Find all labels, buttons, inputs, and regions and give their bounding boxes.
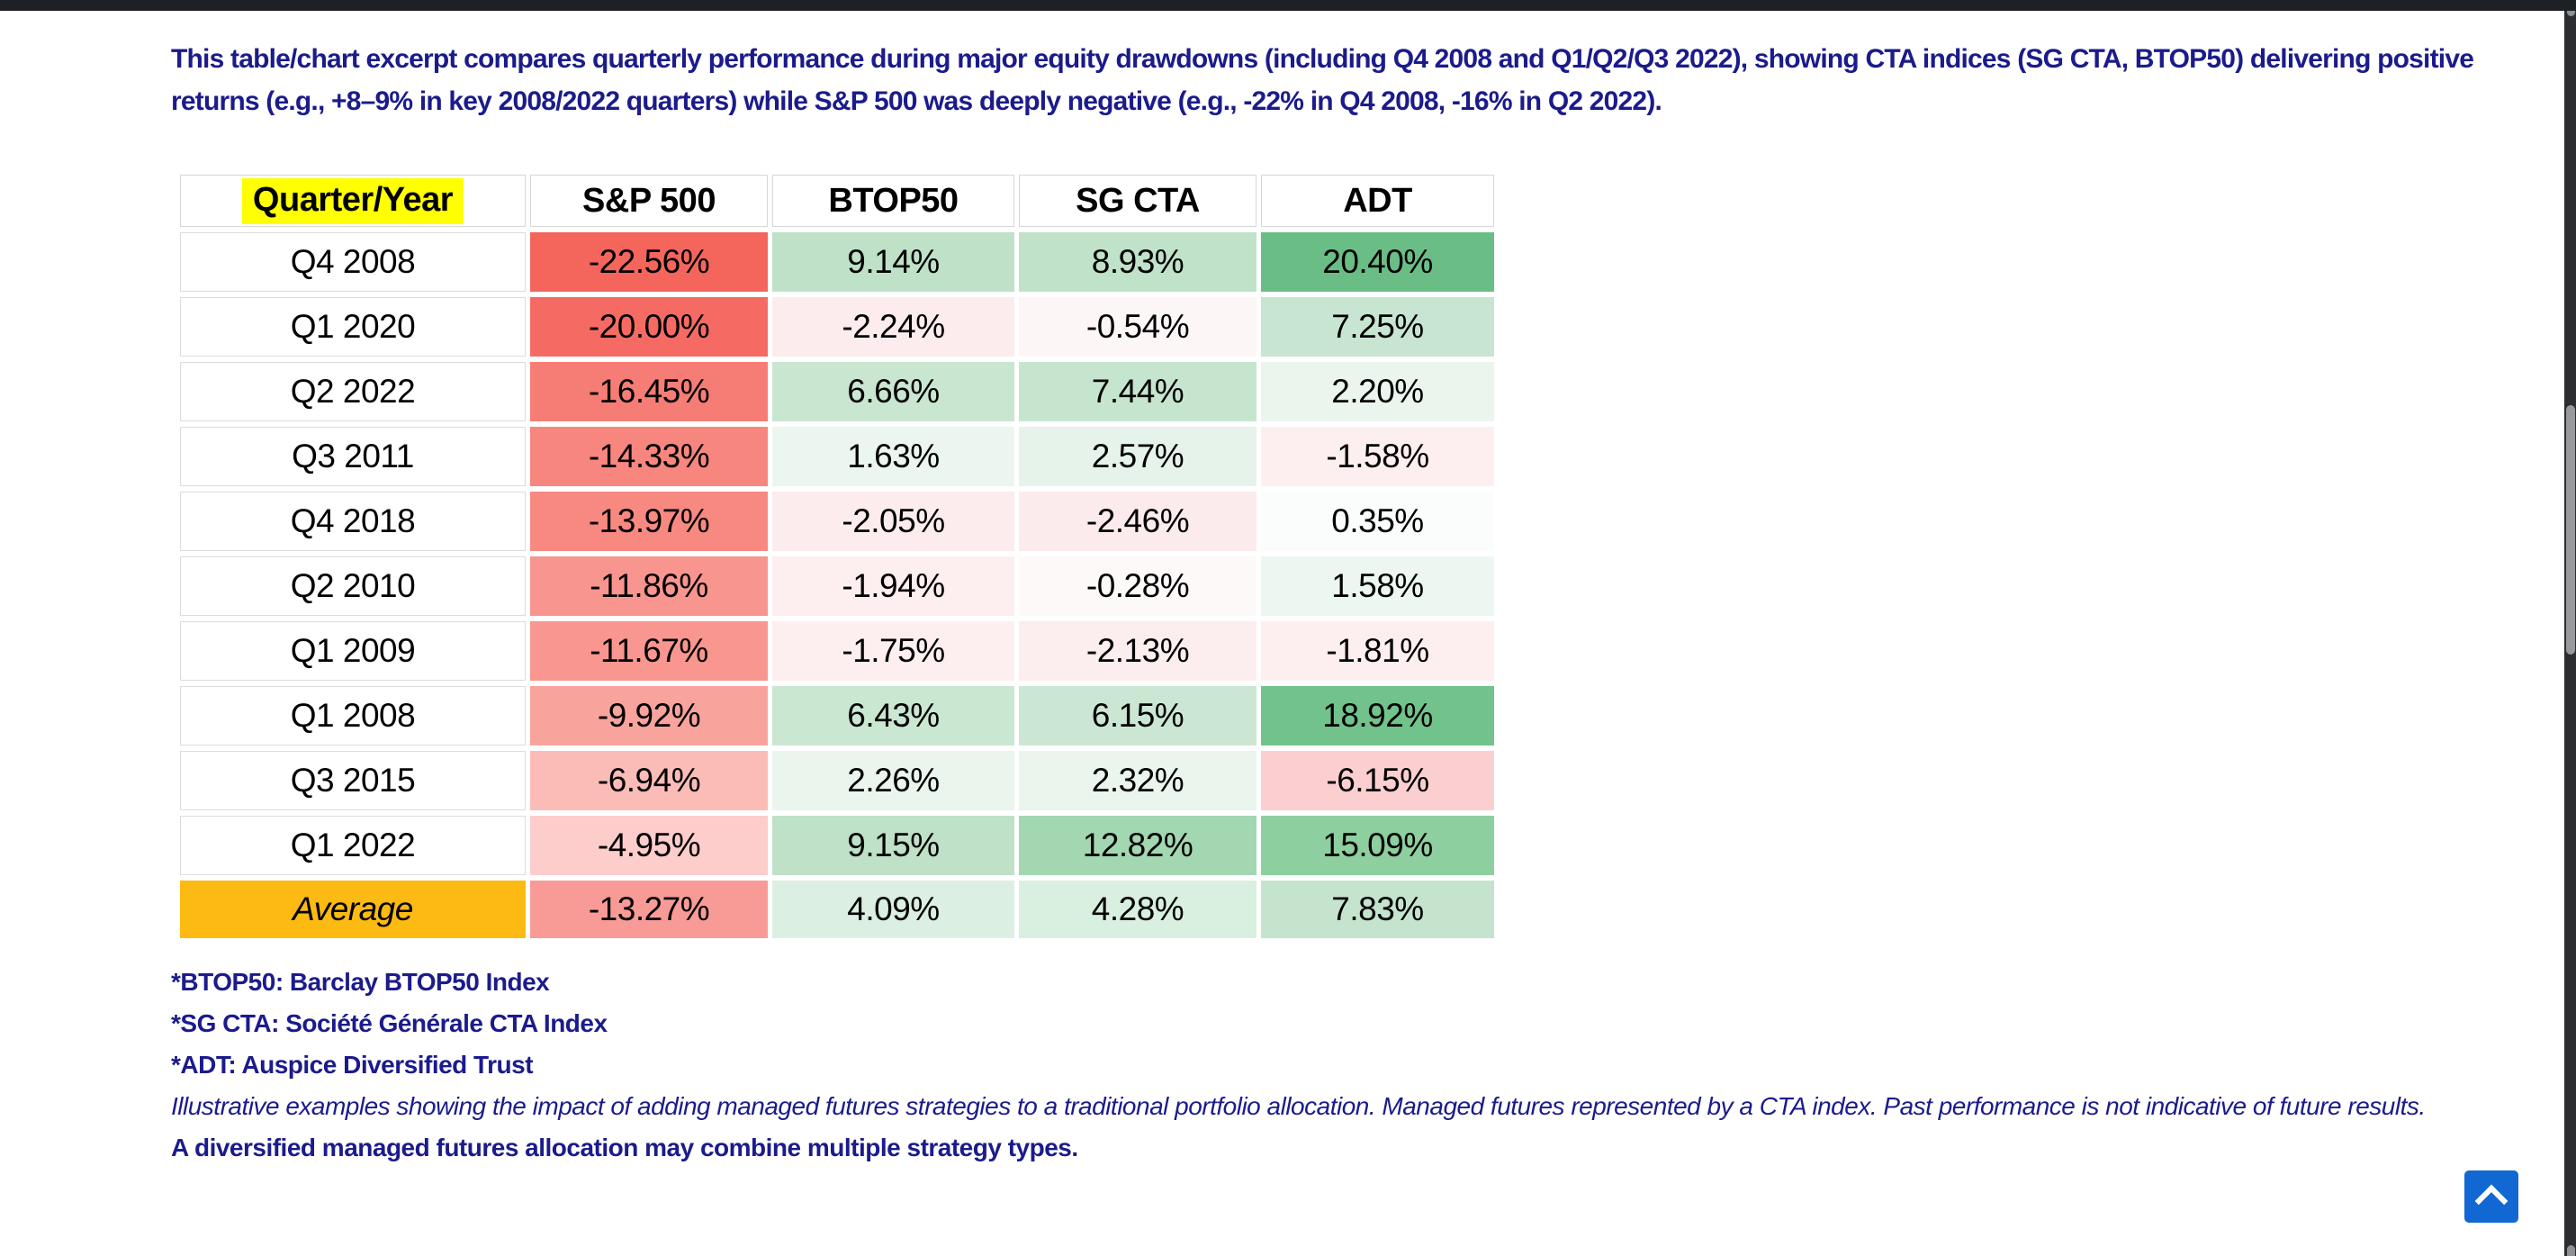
value-cell: -16.45% [530, 362, 768, 421]
table-row: Q3 2011 -14.33% 1.63% 2.57% -1.58% [180, 427, 1494, 486]
column-header: Quarter/Year [180, 175, 526, 227]
value-cell: 2.26% [772, 751, 1014, 810]
table-header-row: Quarter/Year S&P 500 BTOP50 SG CTA ADT [180, 175, 1494, 227]
row-label: Q3 2011 [180, 427, 526, 486]
row-label: Q1 2009 [180, 621, 526, 681]
table-row: Q2 2010 -11.86% -1.94% -0.28% 1.58% [180, 556, 1494, 616]
disclaimer-text: Illustrative examples showing the impact… [171, 1092, 2426, 1120]
table-row: Q3 2015 -6.94% 2.26% 2.32% -6.15% [180, 751, 1494, 810]
value-cell: 1.63% [772, 427, 1014, 486]
performance-table: Quarter/Year S&P 500 BTOP50 SG CTA ADT Q4 20… [176, 169, 1499, 944]
table-row: Q1 2008 -9.92% 6.43% 6.15% 18.92% [180, 686, 1494, 745]
value-cell: 0.35% [1261, 492, 1494, 551]
value-cell: -2.13% [1019, 621, 1256, 681]
value-cell: 15.09% [1261, 816, 1494, 875]
value-cell: 2.20% [1261, 362, 1494, 421]
footnote-sg-cta: *SG CTA: Société Générale CTA Index [171, 1009, 608, 1037]
value-cell: 1.58% [1261, 556, 1494, 616]
row-label: Q3 2015 [180, 751, 526, 810]
value-cell: -6.94% [530, 751, 768, 810]
footnotes-block: *BTOP50: Barclay BTOP50 Index *SG CTA: S… [171, 962, 2556, 1169]
table-row: Q4 2018 -13.97% -2.05% -2.46% 0.35% [180, 492, 1494, 551]
value-cell: 6.66% [772, 362, 1014, 421]
table-row: Q1 2020 -20.00% -2.24% -0.54% 7.25% [180, 297, 1494, 357]
value-cell: -11.67% [530, 621, 768, 681]
value-cell: -1.58% [1261, 427, 1494, 486]
top-border-bar [0, 0, 2576, 11]
value-cell: 20.40% [1261, 232, 1494, 292]
column-header: SG CTA [1019, 175, 1256, 227]
value-cell: -2.24% [772, 297, 1014, 357]
value-cell: 7.25% [1261, 297, 1494, 357]
value-cell: 9.14% [772, 232, 1014, 292]
value-cell: 9.15% [772, 816, 1014, 875]
table-row: Average -13.27% 4.09% 4.28% 7.83% [180, 881, 1494, 938]
value-cell: -0.28% [1019, 556, 1256, 616]
value-cell: 18.92% [1261, 686, 1494, 745]
value-cell: -1.94% [772, 556, 1014, 616]
column-header: ADT [1261, 175, 1494, 227]
quarter-year-header-highlight: Quarter/Year [241, 177, 464, 224]
intro-text: This table/chart excerpt compares quarte… [171, 44, 2474, 116]
scrollbar-thumb[interactable] [2566, 405, 2575, 655]
value-cell: -14.33% [530, 427, 768, 486]
value-cell: 4.28% [1019, 881, 1256, 938]
row-label: Q1 2020 [180, 297, 526, 357]
value-cell: -0.54% [1019, 297, 1256, 357]
value-cell: 7.44% [1019, 362, 1256, 421]
row-label: Q2 2010 [180, 556, 526, 616]
table-row: Q1 2022 -4.95% 9.15% 12.82% 15.09% [180, 816, 1494, 875]
scrollbar-track[interactable] [2564, 0, 2576, 1256]
value-cell: -6.15% [1261, 751, 1494, 810]
value-cell: 4.09% [772, 881, 1014, 938]
table-row: Q4 2008 -22.56% 9.14% 8.93% 20.40% [180, 232, 1494, 292]
row-label: Average [180, 881, 526, 938]
scroll-to-top-button[interactable] [2464, 1170, 2518, 1223]
value-cell: -1.81% [1261, 621, 1494, 681]
value-cell: 8.93% [1019, 232, 1256, 292]
table-row: Q1 2009 -11.67% -1.75% -2.13% -1.81% [180, 621, 1494, 681]
footnote-btop50: *BTOP50: Barclay BTOP50 Index [171, 968, 550, 996]
value-cell: 2.32% [1019, 751, 1256, 810]
value-cell: -13.27% [530, 881, 768, 938]
column-header: BTOP50 [772, 175, 1014, 227]
value-cell: -11.86% [530, 556, 768, 616]
value-cell: 12.82% [1019, 816, 1256, 875]
value-cell: -9.92% [530, 686, 768, 745]
value-cell: -22.56% [530, 232, 768, 292]
value-cell: 6.15% [1019, 686, 1256, 745]
row-label: Q4 2008 [180, 232, 526, 292]
row-label: Q1 2008 [180, 686, 526, 745]
table-row: Q2 2022 -16.45% 6.66% 7.44% 2.20% [180, 362, 1494, 421]
footnote-adt: *ADT: Auspice Diversified Trust [171, 1051, 534, 1079]
value-cell: -20.00% [530, 297, 768, 357]
row-label: Q2 2022 [180, 362, 526, 421]
value-cell: -2.46% [1019, 492, 1256, 551]
value-cell: -13.97% [530, 492, 768, 551]
value-cell: 6.43% [772, 686, 1014, 745]
value-cell: -2.05% [772, 492, 1014, 551]
value-cell: 2.57% [1019, 427, 1256, 486]
closing-text: A diversified managed futures allocation… [171, 1134, 1078, 1161]
column-header: S&P 500 [530, 175, 768, 227]
row-label: Q1 2022 [180, 816, 526, 875]
chevron-up-icon [2474, 1184, 2508, 1218]
scrollbar-bottom-cap [2567, 1245, 2575, 1256]
value-cell: -1.75% [772, 621, 1014, 681]
value-cell: -4.95% [530, 816, 768, 875]
value-cell: 7.83% [1261, 881, 1494, 938]
row-label: Q4 2018 [180, 492, 526, 551]
